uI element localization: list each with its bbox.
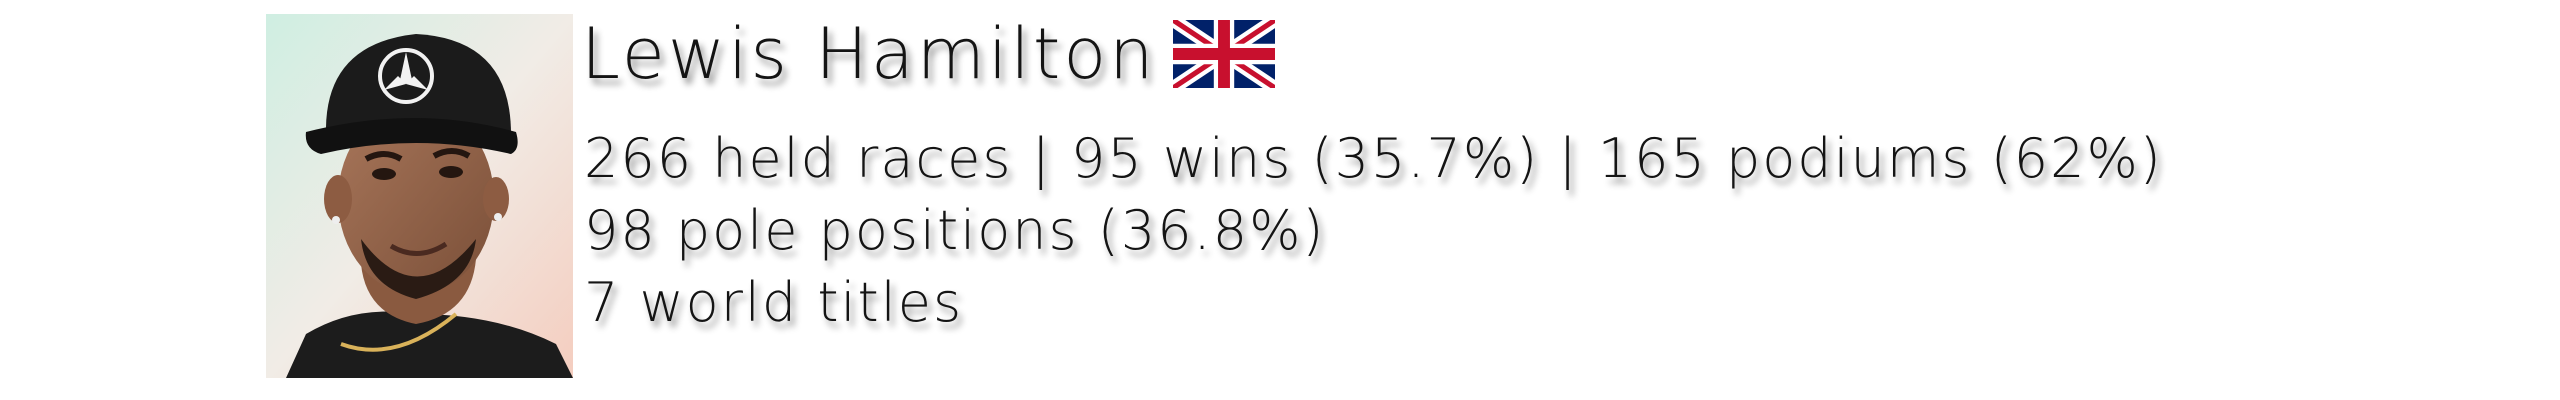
world-titles-line: 7 world titles — [584, 271, 964, 334]
driver-card: Lewis Hamilton 266 held races | 95 wins … — [266, 14, 2466, 382]
race-stats-line: 266 held races | 95 wins (35.7%) | 165 p… — [584, 127, 2163, 190]
united-kingdom-flag-icon — [1172, 20, 1275, 88]
driver-header: Lewis Hamilton — [581, 14, 1275, 94]
driver-portrait-icon — [266, 14, 573, 378]
pole-positions-line: 98 pole positions (36.8%) — [584, 199, 1326, 262]
driver-photo — [266, 14, 573, 378]
driver-name: Lewis Hamilton — [581, 13, 1157, 95]
